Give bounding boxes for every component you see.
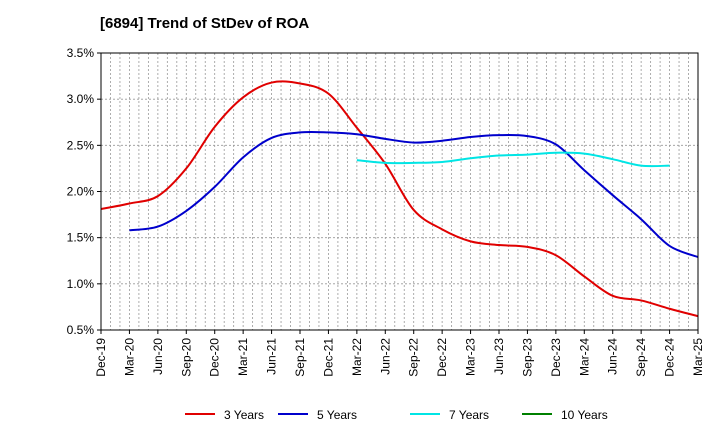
y-tick-label: 2.5% (67, 138, 95, 152)
x-tick-label: Sep-21 (293, 338, 307, 377)
x-tick-label: Sep-24 (634, 338, 648, 377)
x-tick-label: Dec-24 (663, 338, 677, 377)
x-tick-label: Sep-22 (407, 338, 421, 377)
legend-label-3-years: 3 Years (224, 408, 264, 422)
x-tick-label: Mar-24 (577, 338, 591, 376)
y-tick-label: 3.5% (67, 46, 95, 60)
y-tick-label: 2.0% (67, 185, 95, 199)
legend-label-7-years: 7 Years (449, 408, 489, 422)
x-tick-label: Mar-20 (122, 338, 136, 376)
x-tick-label: Dec-23 (549, 338, 563, 377)
y-tick-label: 0.5% (67, 323, 95, 337)
x-tick-label: Mar-23 (464, 338, 478, 376)
legend: 3 Years 5 Years 7 Years 10 Years (185, 408, 608, 422)
x-tick-label: Dec-20 (208, 338, 222, 377)
x-tick-label: Mar-25 (691, 338, 705, 376)
y-tick-label: 3.0% (67, 92, 95, 106)
x-tick-label: Jun-20 (151, 338, 165, 375)
x-tick-label: Jun-24 (606, 338, 620, 375)
y-axis-ticks: 0.5% 1.0% 1.5% 2.0% 2.5% 3.0% 3.5% (67, 46, 101, 337)
series-line-7-years (356, 151, 670, 168)
grid-layer (101, 53, 698, 330)
legend-label-10-years: 10 Years (561, 408, 608, 422)
x-tick-label: Dec-21 (321, 338, 335, 377)
x-tick-label: Sep-23 (520, 338, 534, 377)
chart-title: [6894] Trend of StDev of ROA (100, 15, 310, 32)
y-tick-label: 1.0% (67, 277, 95, 291)
x-tick-label: Jun-23 (492, 338, 506, 375)
x-tick-label: Sep-20 (179, 338, 193, 377)
x-tick-label: Jun-22 (378, 338, 392, 375)
series-line-3-years (100, 80, 699, 318)
legend-label-5-years: 5 Years (317, 408, 357, 422)
x-axis-ticks: Dec-19 Mar-20 Jun-20 Sep-20 Dec-20 Mar-21 Jun-… (94, 330, 705, 377)
x-tick-label: Dec-22 (435, 338, 449, 377)
series-layer (100, 80, 699, 318)
x-tick-label: Dec-19 (94, 338, 108, 377)
y-tick-label: 1.5% (67, 231, 95, 245)
series-line-5-years (129, 130, 699, 258)
x-tick-label: Jun-21 (265, 338, 279, 375)
x-tick-label: Mar-21 (236, 338, 250, 376)
x-tick-label: Mar-22 (350, 338, 364, 376)
